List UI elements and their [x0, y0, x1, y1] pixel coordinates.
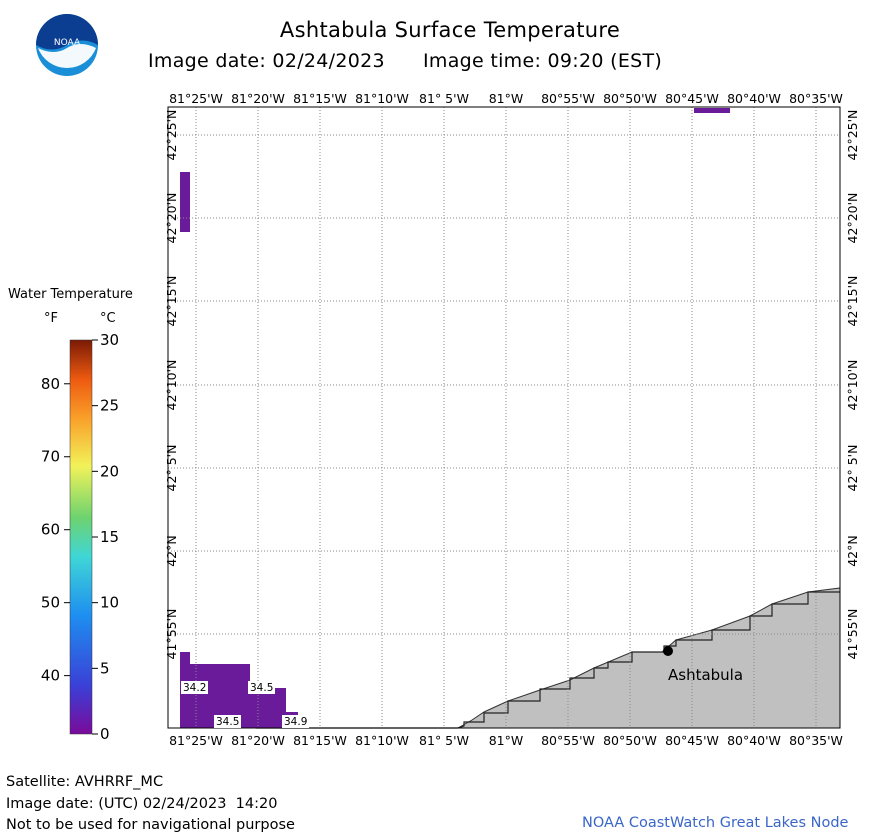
f-tick-label: 50: [41, 594, 60, 612]
coastline: [457, 591, 840, 729]
lon-label: 81° 5'W: [419, 733, 469, 748]
lat-label: 42°10'N: [845, 360, 860, 411]
f-tick-label: 60: [41, 521, 60, 539]
c-tick-label: 5: [100, 659, 110, 677]
sst-label: 34.5: [250, 682, 273, 694]
graticule: [168, 107, 840, 728]
map-frame: [167, 106, 841, 729]
lon-label: 80°40'W: [727, 91, 781, 106]
sst-value-labels: 34.2 34.5 34.5 34.9: [181, 681, 309, 728]
lat-label: 42°25'N: [164, 110, 179, 161]
lon-label: 80°45'W: [665, 733, 719, 748]
lon-label: 81°15'W: [293, 733, 347, 748]
sst-label: 34.9: [284, 716, 307, 728]
lat-label: 42°20'N: [164, 193, 179, 244]
fahrenheit-ticks: 80 70 60 50 40: [41, 375, 70, 685]
lon-labels-bottom: 81°25'W 81°20'W 81°15'W 81°10'W 81° 5'W 81°W 8…: [169, 733, 843, 748]
lon-label: 80°40'W: [727, 733, 781, 748]
f-tick-label: 40: [41, 667, 60, 685]
lat-labels-right: 42°25'N 42°20'N 42°15'N 42°10'N 42° 5'N 42°N 4…: [845, 110, 860, 660]
c-tick-label: 10: [100, 594, 119, 612]
lon-label: 80°50'W: [603, 733, 657, 748]
lat-label: 42°10'N: [164, 360, 179, 411]
land-area: [456, 587, 841, 729]
lat-label: 42°N: [845, 535, 860, 567]
lon-label: 81°W: [489, 91, 524, 106]
color-bar: [69, 339, 93, 735]
lat-label: 42°15'N: [845, 276, 860, 327]
c-tick-label: 15: [100, 528, 119, 546]
lon-label: 80°55'W: [541, 91, 595, 106]
legend-title: Water Temperature: [8, 287, 133, 302]
f-tick-label: 80: [41, 375, 60, 393]
lon-label: 81°25'W: [169, 91, 223, 106]
lon-label: 81°10'W: [355, 91, 409, 106]
footer-info: Satellite: AVHRRF_MC Image date: (UTC) 0…: [6, 772, 295, 837]
image-date: Image date: 02/24/2023: [148, 50, 385, 72]
c-tick-label: 30: [100, 331, 119, 349]
lon-label: 80°50'W: [603, 91, 657, 106]
lon-label: 80°35'W: [789, 733, 843, 748]
lon-label: 81°15'W: [293, 91, 347, 106]
lat-label: 42°15'N: [164, 276, 179, 327]
lat-label: 42°N: [164, 535, 179, 567]
c-tick-label: 20: [100, 462, 119, 480]
satellite-label: Satellite: AVHRRF_MC: [6, 774, 164, 790]
lat-label: 42° 5'N: [845, 445, 860, 492]
temperature-map: Ashtabula 34.2 34.5 34.5 34.9 81°25'W 81°…: [164, 91, 860, 748]
lat-labels-left: 42°25'N 42°20'N 42°15'N 42°10'N 42° 5'N 42°N 4…: [164, 110, 179, 660]
disclaimer: Not to be used for navigational purpose: [6, 817, 295, 833]
image-datetime: Image date: 02/24/2023 Image time: 09:20…: [148, 50, 788, 72]
sst-label: 34.5: [216, 716, 239, 728]
lat-label: 41°55'N: [164, 609, 179, 660]
lon-labels-top: 81°25'W 81°20'W 81°15'W 81°10'W 81° 5'W 81°W 8…: [169, 91, 843, 106]
c-tick-label: 25: [100, 397, 119, 415]
lon-label: 81°10'W: [355, 733, 409, 748]
credit-link[interactable]: NOAA CoastWatch Great Lakes Node: [582, 815, 849, 831]
page-title: Ashtabula Surface Temperature: [279, 18, 621, 42]
lon-label: 81°20'W: [231, 733, 285, 748]
noaa-logo: NOAA: [36, 14, 98, 76]
legend-unit-c: °C: [100, 311, 116, 326]
lat-label: 41°55'N: [845, 609, 860, 660]
logo-text: NOAA: [54, 38, 81, 48]
sst-label: 34.2: [183, 682, 206, 694]
sst-pixels: [180, 108, 730, 728]
f-tick-label: 70: [41, 448, 60, 466]
image-time: Image time: 09:20 (EST): [423, 50, 663, 72]
lon-label: 81° 5'W: [419, 91, 469, 106]
legend-unit-f: °F: [44, 311, 58, 326]
lat-label: 42°20'N: [845, 193, 860, 244]
utc-date: Image date: (UTC) 02/24/2023 14:20: [6, 795, 278, 812]
lon-label: 80°55'W: [541, 733, 595, 748]
lon-label: 80°35'W: [789, 91, 843, 106]
lon-label: 81°W: [489, 733, 524, 748]
lat-label: 42° 5'N: [164, 445, 179, 492]
celsius-ticks: 30 25 20 15 10 5 0: [92, 331, 119, 743]
lon-label: 81°25'W: [169, 733, 223, 748]
city-label: Ashtabula: [668, 666, 743, 684]
lon-label: 80°45'W: [665, 91, 719, 106]
city-marker: [663, 646, 673, 656]
lat-label: 42°25'N: [845, 110, 860, 161]
c-tick-label: 0: [100, 725, 110, 743]
lon-label: 81°20'W: [231, 91, 285, 106]
